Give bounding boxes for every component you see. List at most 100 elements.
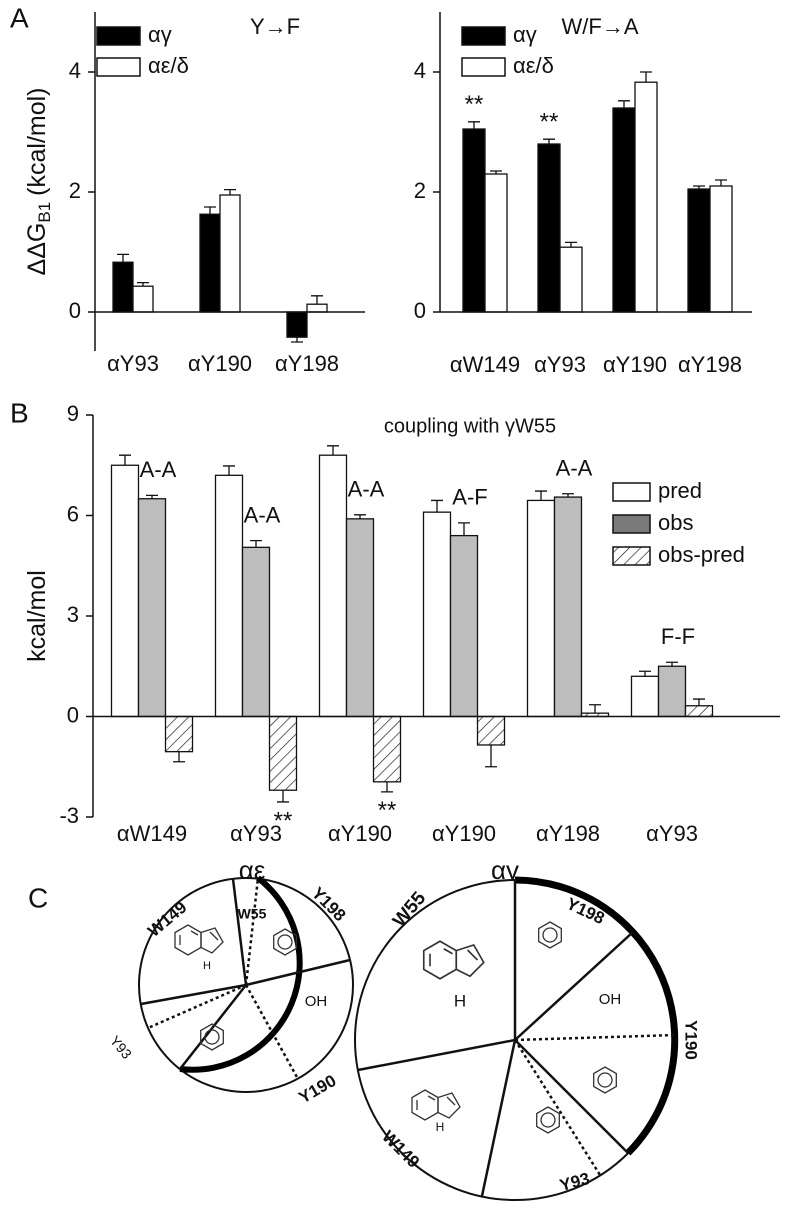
legend-swatch — [96, 26, 141, 46]
legend-label: αγ — [513, 22, 537, 47]
bar — [687, 188, 711, 313]
annotation: ** — [378, 797, 397, 824]
bar — [612, 107, 636, 313]
y-axis-label: ΔΔGB1 (kcal/mol) — [23, 88, 55, 276]
error-bar — [485, 744, 497, 768]
error-bar — [490, 170, 502, 174]
error-bar — [535, 490, 547, 501]
bar — [214, 474, 244, 718]
error-bar — [715, 179, 727, 186]
error-bar — [137, 281, 149, 287]
error-bar — [173, 751, 185, 763]
bar — [476, 715, 506, 746]
residue-label: Y190 — [682, 1020, 701, 1060]
y-tick-label: 2 — [69, 178, 81, 203]
error-bar — [381, 781, 393, 793]
legend-label: pred — [658, 478, 702, 503]
legend-label: obs — [658, 510, 693, 535]
annotation: ** — [465, 91, 484, 118]
group-label: OH — [599, 991, 622, 1008]
bar — [372, 715, 402, 783]
x-tick-label: αY190 — [603, 352, 667, 377]
atom-label: H — [436, 1120, 445, 1134]
annotation: ** — [540, 109, 559, 136]
x-tick-label: αW149 — [117, 821, 187, 846]
bar — [553, 496, 583, 718]
bar — [268, 715, 298, 791]
bar — [132, 285, 154, 313]
y-axis-label-main: ΔΔG — [23, 223, 51, 276]
error-bar — [543, 138, 555, 144]
error-bar — [354, 514, 366, 519]
chart-title: W/F→A — [562, 14, 639, 39]
y-tick-label: 9 — [67, 401, 79, 426]
error-bar — [468, 121, 480, 129]
legend-swatch — [96, 57, 141, 77]
panel-label: A — [10, 2, 29, 33]
error-bar — [327, 445, 339, 456]
diagram: C αε W55 Y198 W149 OH H Y93 Y190 αγ — [28, 855, 701, 1201]
bar — [110, 464, 140, 718]
atom-label: H — [454, 991, 466, 1010]
y-axis-label-main: kcal/mol — [23, 570, 51, 662]
bar — [709, 185, 733, 313]
residue-label: Y93 — [107, 1032, 135, 1062]
bar — [219, 194, 241, 313]
group-label: A-F — [452, 485, 487, 510]
bar — [137, 498, 167, 718]
error-bar — [618, 100, 630, 108]
bar — [630, 675, 660, 718]
bar — [345, 518, 375, 718]
y-tick-label: 2 — [414, 178, 426, 203]
group-label: A-A — [244, 502, 281, 527]
bar — [684, 705, 714, 718]
error-bar — [693, 185, 705, 189]
chart-panel: A Y→F ΔΔGB1 (kcal/mol) 0 2 4 αY93 αY190 αY198 αγ αε… — [10, 2, 365, 376]
y-axis-label-unit: (kcal/mol) — [23, 88, 51, 196]
y-tick-label: 0 — [414, 298, 426, 323]
error-bar — [291, 337, 303, 343]
legend-swatch — [461, 26, 506, 46]
error-bar — [311, 295, 323, 305]
x-tick-label: αY198 — [678, 352, 742, 377]
y-tick-label: 0 — [67, 702, 79, 727]
bar — [286, 311, 308, 338]
error-bar — [458, 522, 470, 536]
bar — [422, 511, 452, 718]
error-bar — [565, 241, 577, 248]
error-bar — [693, 698, 705, 706]
y-tick-label: 4 — [69, 58, 81, 83]
error-bar — [666, 661, 678, 667]
panel-label: C — [28, 882, 48, 913]
x-tick-label: αW149 — [450, 352, 520, 377]
x-tick-label: αY198 — [536, 821, 600, 846]
error-bar — [146, 494, 158, 499]
x-tick-label: αY190 — [432, 821, 496, 846]
error-bar — [250, 539, 262, 548]
error-bar — [117, 253, 129, 263]
error-bar — [640, 71, 652, 83]
atom-label: H — [203, 960, 211, 972]
error-bar — [589, 704, 601, 714]
panel-label: B — [10, 397, 29, 428]
left-wheel: αε W55 Y198 W149 OH H Y93 Y190 — [107, 855, 354, 1107]
bar — [462, 128, 486, 313]
bar — [634, 81, 658, 313]
legend-label: αγ — [148, 22, 172, 47]
error-bar — [639, 670, 651, 677]
x-tick-label: αY93 — [534, 352, 586, 377]
residue-label: W55 — [238, 906, 267, 922]
y-tick-label: 3 — [67, 602, 79, 627]
y-tick-label: -3 — [59, 803, 79, 828]
x-tick-label: αY93 — [646, 821, 698, 846]
x-tick-label: αY93 — [107, 351, 159, 376]
y-tick-label: 4 — [414, 58, 426, 83]
error-bar — [223, 465, 235, 476]
bar — [537, 143, 561, 313]
group-label: A-A — [140, 457, 177, 482]
y-tick-label: 6 — [67, 501, 79, 526]
group-label: A-A — [348, 477, 385, 502]
chart-panel: W/F→A 0 2 4 αW149 αY93 αY190 αY198 ** ** αγ αε/δ — [414, 12, 752, 377]
annotation: ** — [274, 807, 293, 834]
